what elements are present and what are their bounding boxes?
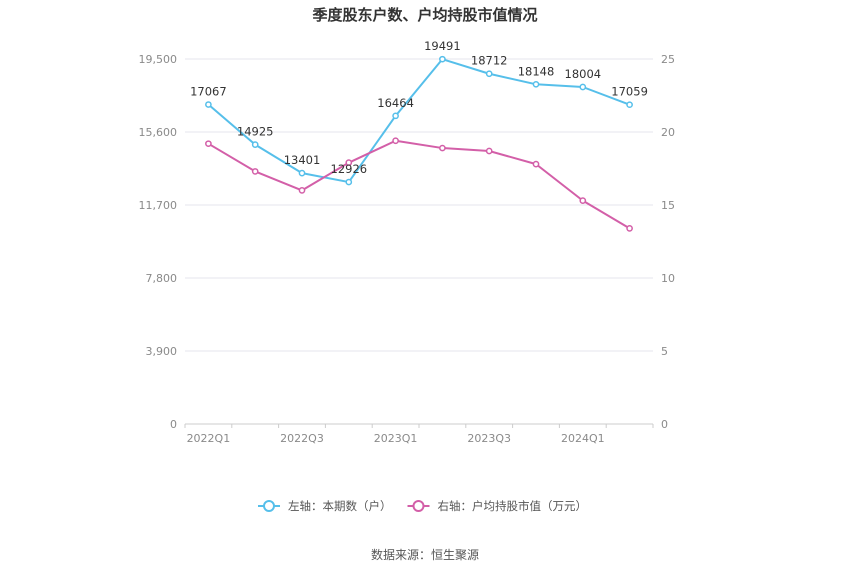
data-label: 18004 (565, 67, 602, 81)
series-line-1 (207, 139, 631, 230)
data-point[interactable] (485, 70, 493, 78)
right-tick-label: 5 (661, 345, 668, 358)
data-point[interactable] (205, 101, 212, 108)
data-label: 14925 (237, 125, 274, 139)
right-axis: 0 5 10 15 20 25 (661, 53, 675, 431)
data-point[interactable] (251, 141, 259, 148)
series-line-0 (207, 58, 630, 184)
right-tick-label: 10 (661, 272, 675, 285)
data-label: 12926 (331, 162, 368, 176)
legend-item-0[interactable]: 左轴：本期数（户） (258, 499, 392, 513)
data-label: 17067 (190, 85, 227, 99)
data-label: 19491 (424, 39, 461, 53)
left-tick-label: 0 (170, 418, 177, 431)
data-point[interactable] (392, 137, 399, 145)
grid (185, 58, 653, 425)
data-point[interactable] (392, 112, 399, 120)
data-labels: 17067 14925 13401 12926 16464 19491 18712 18148… (190, 39, 648, 176)
legend-label: 左轴：本期数（户） (288, 499, 392, 513)
data-point[interactable] (579, 197, 587, 204)
data-point[interactable] (251, 168, 259, 175)
legend[interactable]: 左轴：本期数（户） 右轴：户均持股市值（万元） (258, 499, 587, 513)
legend-label: 右轴：户均持股市值（万元） (438, 499, 588, 513)
legend-marker (263, 500, 275, 512)
right-tick-label: 15 (661, 199, 675, 212)
legend-item-1[interactable]: 右轴：户均持股市值（万元） (407, 499, 588, 513)
left-tick-label: 7,800 (146, 272, 178, 285)
right-tick-label: 0 (661, 418, 668, 431)
data-label: 18712 (471, 54, 508, 68)
left-tick-label: 11,700 (139, 199, 178, 212)
left-tick-label: 15,600 (139, 126, 178, 139)
left-tick-label: 3,900 (146, 345, 178, 358)
data-point[interactable] (626, 225, 633, 232)
data-point[interactable] (532, 80, 540, 88)
x-tick-label: 2024Q1 (561, 432, 605, 445)
source-note: 数据来源：恒生聚源 (371, 547, 479, 562)
series-layer (205, 55, 633, 232)
data-point[interactable] (532, 160, 540, 168)
data-point[interactable] (579, 83, 587, 91)
data-point[interactable] (205, 140, 212, 148)
x-tick-label: 2022Q3 (280, 432, 324, 445)
legend-marker (412, 500, 425, 512)
data-label: 18148 (518, 64, 555, 78)
data-point[interactable] (439, 55, 446, 63)
data-point[interactable] (345, 159, 353, 167)
right-tick-label: 25 (661, 53, 675, 66)
data-label: 13401 (284, 153, 321, 167)
data-label: 17059 (611, 85, 648, 99)
data-point[interactable] (345, 178, 353, 186)
left-tick-label: 19,500 (139, 53, 178, 66)
x-axis: 2022Q1 2022Q3 2023Q1 2023Q3 2024Q1 (184, 424, 654, 445)
left-axis: 0 3,900 7,800 11,700 15,600 19,500 (139, 53, 178, 431)
data-point[interactable] (485, 147, 493, 155)
x-tick-label: 2022Q1 (187, 432, 231, 445)
chart-title: 季度股东户数、户均持股市值情况 (312, 6, 537, 24)
data-label: 16464 (377, 96, 414, 110)
data-point[interactable] (298, 169, 306, 177)
x-tick-label: 2023Q3 (467, 432, 511, 445)
data-point[interactable] (298, 187, 306, 194)
right-tick-label: 20 (661, 126, 675, 139)
x-tick-label: 2023Q1 (374, 432, 418, 445)
data-point[interactable] (439, 144, 446, 152)
data-point[interactable] (626, 101, 633, 109)
